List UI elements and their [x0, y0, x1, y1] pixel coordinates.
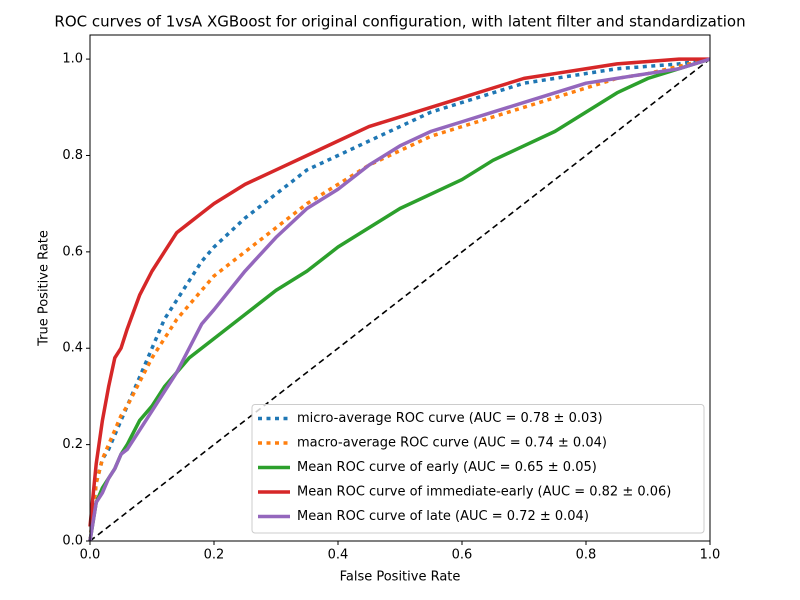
x-tick-label: 0.0 — [80, 548, 101, 563]
roc-curve — [88, 57, 711, 542]
y-tick-label: 0.4 — [62, 341, 83, 356]
roc-curve — [88, 57, 711, 542]
legend-label: Mean ROC curve of immediate-early (AUC =… — [297, 485, 671, 500]
x-axis-label: False Positive Rate — [340, 570, 461, 585]
chart-title: ROC curves of 1vsA XGBoost for original … — [54, 13, 745, 31]
plot-frame — [89, 34, 711, 542]
legend-label: Mean ROC curve of early (AUC = 0.65 ± 0.… — [297, 460, 597, 475]
x-tick-label: 0.2 — [204, 548, 225, 563]
legend: micro-average ROC curve (AUC = 0.78 ± 0.… — [251, 404, 705, 534]
y-tick-label: 0.6 — [62, 244, 83, 259]
roc-curve — [88, 57, 710, 527]
x-tick-label: 0.4 — [328, 548, 349, 563]
x-tick-label: 0.6 — [452, 548, 473, 563]
legend-label: macro-average ROC curve (AUC = 0.74 ± 0.… — [297, 436, 607, 451]
x-tick-label: 1.0 — [700, 548, 721, 563]
y-tick-label: 0.2 — [62, 437, 83, 452]
legend-box — [251, 404, 705, 534]
legend-label: micro-average ROC curve (AUC = 0.78 ± 0.… — [297, 411, 603, 426]
roc-curve — [88, 57, 711, 542]
x-tick-label: 0.8 — [576, 548, 597, 563]
reference-line — [89, 58, 711, 542]
y-tick-label: 0.0 — [62, 534, 83, 549]
y-axis-label: True Positive Rate — [37, 230, 52, 347]
y-tick-label: 0.8 — [62, 148, 83, 163]
y-tick-label: 1.0 — [62, 52, 83, 67]
legend-label: Mean ROC curve of late (AUC = 0.72 ± 0.0… — [297, 509, 589, 524]
